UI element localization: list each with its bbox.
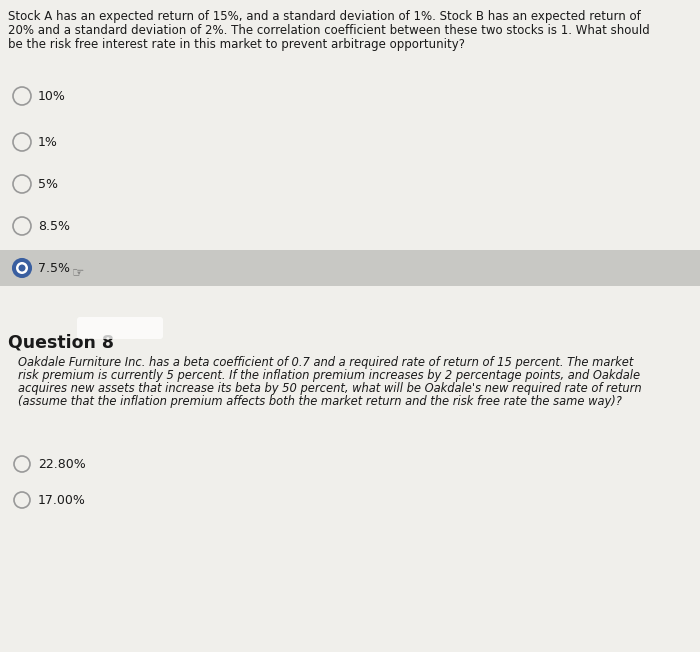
FancyBboxPatch shape <box>77 317 163 339</box>
Text: be the risk free interest rate in this market to prevent arbitrage opportunity?: be the risk free interest rate in this m… <box>8 38 465 51</box>
Text: 8.5%: 8.5% <box>38 220 70 233</box>
Circle shape <box>16 262 28 274</box>
Text: Oakdale Furniture Inc. has a beta coefficient of 0.7 and a required rate of retu: Oakdale Furniture Inc. has a beta coeffi… <box>18 356 634 369</box>
Text: 1%: 1% <box>38 136 58 149</box>
Text: risk premium is currently 5 percent. If the inflation premium increases by 2 per: risk premium is currently 5 percent. If … <box>18 369 640 382</box>
Text: 5%: 5% <box>38 177 58 190</box>
Circle shape <box>18 265 25 271</box>
Text: acquires new assets that increase its beta by 50 percent, what will be Oakdale's: acquires new assets that increase its be… <box>18 382 642 395</box>
Text: (assume that the inflation premium affects both the market return and the risk f: (assume that the inflation premium affec… <box>18 395 622 408</box>
FancyBboxPatch shape <box>0 250 700 286</box>
Text: 10%: 10% <box>38 89 66 102</box>
Text: Stock A has an expected return of 15%, and a standard deviation of 1%. Stock B h: Stock A has an expected return of 15%, a… <box>8 10 641 23</box>
Text: 17.00%: 17.00% <box>38 494 86 507</box>
Text: 20% and a standard deviation of 2%. The correlation coefficient between these tw: 20% and a standard deviation of 2%. The … <box>8 24 650 37</box>
Text: Question 8: Question 8 <box>8 334 114 352</box>
Text: 22.80%: 22.80% <box>38 458 85 471</box>
Text: ☞: ☞ <box>72 265 85 279</box>
Circle shape <box>13 259 31 277</box>
Text: 7.5%: 7.5% <box>38 261 70 274</box>
